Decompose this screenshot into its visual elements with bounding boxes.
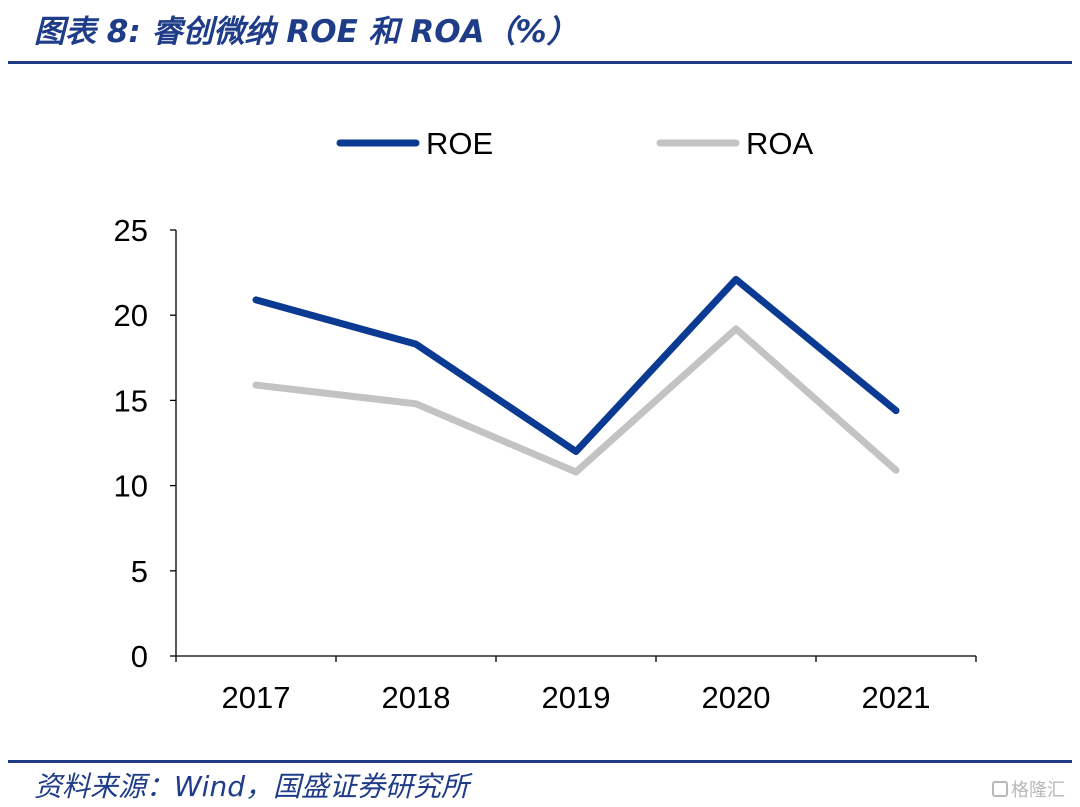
source-note: 资料来源：Wind，国盛证券研究所 [34, 770, 469, 803]
legend-label-roe: ROE [426, 126, 493, 161]
footer-divider [8, 760, 1072, 763]
watermark-text: 格隆汇 [1011, 780, 1065, 801]
series-line-roe [252, 275, 900, 456]
line-chart: ROE ROA 0 5 10 15 20 25 2017 2018 2019 2020 2021 [114, 126, 977, 715]
axes: 0 5 10 15 20 25 2017 2018 2019 2020 2021 [114, 213, 977, 715]
x-tick-label: 2020 [702, 680, 771, 715]
y-tick-label: 20 [114, 298, 148, 333]
x-tick-label: 2021 [862, 680, 931, 715]
chart-title: 图表 8: 睿创微纳 ROE 和 ROA（%） [34, 14, 578, 50]
y-tick-label: 5 [131, 554, 148, 589]
x-tick-label: 2018 [382, 680, 451, 715]
x-tick-label: 2017 [222, 680, 291, 715]
legend-label-roa: ROA [746, 126, 814, 161]
title-divider [8, 61, 1072, 64]
y-tick-label: 10 [114, 469, 148, 504]
y-tick-label: 25 [114, 213, 148, 248]
x-tick-label: 2019 [542, 680, 611, 715]
watermark: 格隆汇 [992, 776, 1065, 802]
series-lines [252, 275, 900, 476]
y-tick-label: 0 [131, 639, 148, 674]
legend: ROE ROA [336, 126, 814, 161]
watermark-logo-icon [992, 781, 1008, 797]
y-tick-label: 15 [114, 383, 148, 418]
